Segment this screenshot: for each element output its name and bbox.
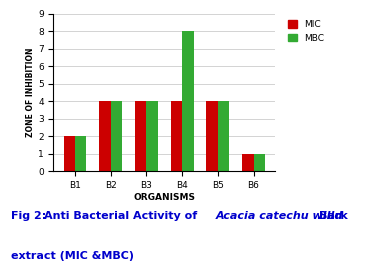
Bar	[135, 101, 146, 171]
Bar	[182, 31, 194, 171]
Bar	[146, 101, 158, 171]
Bar	[111, 101, 122, 171]
Text: Fig 2:: Fig 2:	[11, 211, 47, 221]
Bar	[171, 101, 182, 171]
Bar	[218, 101, 229, 171]
Text: extract (MIC &MBC): extract (MIC &MBC)	[11, 251, 134, 261]
Text: Bark: Bark	[319, 211, 348, 221]
Bar	[99, 101, 111, 171]
Bar	[75, 136, 86, 171]
Text: Acacia catechu willd: Acacia catechu willd	[216, 211, 343, 221]
Bar	[254, 154, 265, 171]
X-axis label: ORGANISMS: ORGANISMS	[133, 193, 195, 202]
Y-axis label: ZONE OF INHIBITION: ZONE OF INHIBITION	[26, 48, 35, 137]
Bar	[242, 154, 254, 171]
Bar	[206, 101, 218, 171]
Bar	[63, 136, 75, 171]
Legend: MIC, MBC: MIC, MBC	[286, 18, 326, 44]
Text: Anti Bacterial Activity of: Anti Bacterial Activity of	[44, 211, 197, 221]
